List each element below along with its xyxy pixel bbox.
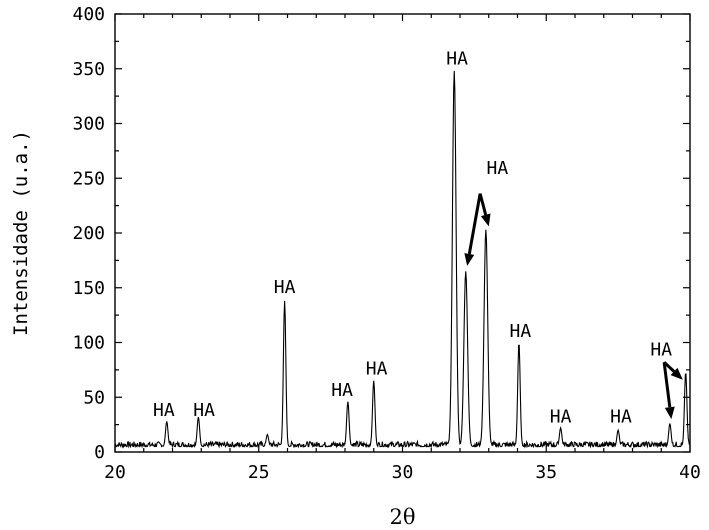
annotation-arrow-shaft xyxy=(467,193,482,255)
peak-annotation-label: HA xyxy=(487,158,509,179)
annotations-group: HA HA HA HA HA HA HA HA HA HA HA xyxy=(153,48,683,427)
annotation-arrow-head xyxy=(664,406,675,420)
annotation-arrow-head xyxy=(670,367,683,380)
y-tick-label: 350 xyxy=(72,59,105,80)
x-tick-label: 25 xyxy=(248,462,270,483)
y-tick-label: 150 xyxy=(72,278,105,299)
y-axis-label: Intensidade (u.a.) xyxy=(10,130,32,336)
y-tick-label: 300 xyxy=(72,114,105,135)
peak-annotation-label: HA xyxy=(650,340,672,361)
x-tick-label: 30 xyxy=(392,462,414,483)
y-tick-label: 100 xyxy=(72,333,105,354)
y-tick-label: 0 xyxy=(94,442,105,463)
y-tick-label: 400 xyxy=(72,4,105,25)
peak-annotation-label: HA xyxy=(510,321,532,342)
x-tick-label: 40 xyxy=(679,462,701,483)
annotation-arrow-head xyxy=(464,253,475,266)
x-tick-label: 20 xyxy=(104,462,126,483)
annotation-arrow-head xyxy=(480,213,491,227)
peak-annotation-label: HA xyxy=(366,358,388,379)
y-tick-label: 50 xyxy=(83,387,105,408)
y-tick-label: 250 xyxy=(72,168,105,189)
plot-frame xyxy=(114,13,691,453)
annotation-arrow-shaft xyxy=(663,361,676,373)
peak-annotation-label: HA xyxy=(610,406,632,427)
y-tick-label: 200 xyxy=(72,223,105,244)
peak-annotation-label: HA xyxy=(274,277,296,298)
peak-annotation-label: HA xyxy=(446,48,468,69)
annotation-arrow-shaft xyxy=(662,362,672,408)
x-axis-label: 2θ xyxy=(389,505,415,529)
peak-annotation-label: HA xyxy=(193,400,215,421)
peak-annotation-label: HA xyxy=(331,380,353,401)
x-tick-label: 35 xyxy=(535,462,557,483)
peak-annotation-label: HA xyxy=(153,400,175,421)
annotation-arrow-shaft xyxy=(478,193,488,216)
series-group xyxy=(114,70,691,449)
peak-annotation-label: HA xyxy=(550,406,572,427)
series-line xyxy=(114,70,691,449)
